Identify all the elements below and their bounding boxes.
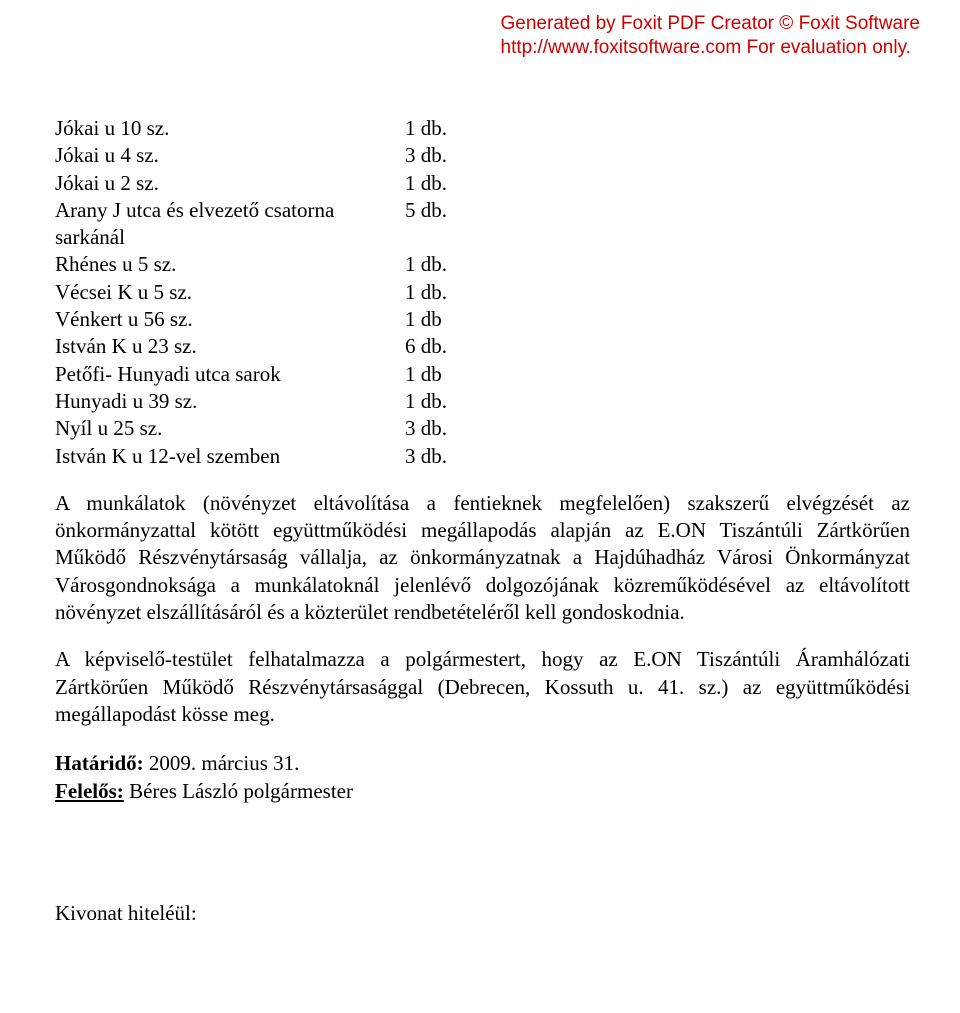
location-cell: Hunyadi u 39 sz. xyxy=(55,388,405,415)
qty-cell: 1 db xyxy=(405,361,505,388)
table-row: Petőfi- Hunyadi utca sarok 1 db xyxy=(55,361,910,388)
location-cell: Jókai u 2 sz. xyxy=(55,170,405,197)
qty-cell: 1 db. xyxy=(405,170,505,197)
qty-cell: 3 db. xyxy=(405,443,505,470)
qty-cell: 3 db. xyxy=(405,415,505,442)
deadline-value: 2009. március 31. xyxy=(144,751,300,775)
table-row: Hunyadi u 39 sz. 1 db. xyxy=(55,388,910,415)
location-cell: Petőfi- Hunyadi utca sarok xyxy=(55,361,405,388)
table-row: Vécsei K u 5 sz. 1 db. xyxy=(55,279,910,306)
location-table: Jókai u 10 sz. 1 db. Jókai u 4 sz. 3 db.… xyxy=(55,115,910,470)
qty-cell: 5 db. xyxy=(405,197,505,252)
table-row: Jókai u 2 sz. 1 db. xyxy=(55,170,910,197)
watermark-line-2: http://www.foxitsoftware.com For evaluat… xyxy=(501,36,920,60)
qty-cell: 1 db. xyxy=(405,115,505,142)
qty-cell: 1 db. xyxy=(405,279,505,306)
responsible-line: Felelős: Béres László polgármester xyxy=(55,778,910,805)
table-row: Jókai u 10 sz. 1 db. xyxy=(55,115,910,142)
qty-cell: 6 db. xyxy=(405,333,505,360)
table-row: István K u 12-vel szemben 3 db. xyxy=(55,443,910,470)
location-cell: Jókai u 4 sz. xyxy=(55,142,405,169)
location-cell: István K u 12-vel szemben xyxy=(55,443,405,470)
document-body: Jókai u 10 sz. 1 db. Jókai u 4 sz. 3 db.… xyxy=(55,115,910,927)
location-cell: István K u 23 sz. xyxy=(55,333,405,360)
responsible-label: Felelős: xyxy=(55,779,124,803)
qty-cell: 1 db xyxy=(405,306,505,333)
paragraph-2: A képviselő-testület felhatalmazza a pol… xyxy=(55,646,910,728)
table-row: Rhénes u 5 sz. 1 db. xyxy=(55,251,910,278)
responsible-value: Béres László polgármester xyxy=(124,779,353,803)
paragraph-1: A munkálatok (növényzet eltávolítása a f… xyxy=(55,490,910,626)
table-row: István K u 23 sz. 6 db. xyxy=(55,333,910,360)
table-row: Nyíl u 25 sz. 3 db. xyxy=(55,415,910,442)
deadline-line: Határidő: 2009. március 31. xyxy=(55,750,910,777)
closing-line: Kivonat hiteléül: xyxy=(55,900,910,927)
deadline-block: Határidő: 2009. március 31. Felelős: Bér… xyxy=(55,750,910,805)
deadline-label: Határidő: xyxy=(55,751,144,775)
qty-cell: 1 db. xyxy=(405,251,505,278)
location-cell: Vénkert u 56 sz. xyxy=(55,306,405,333)
table-row: Arany J utca és elvezető csatorna sarkán… xyxy=(55,197,910,252)
table-row: Jókai u 4 sz. 3 db. xyxy=(55,142,910,169)
location-cell: Arany J utca és elvezető csatorna sarkán… xyxy=(55,197,405,252)
watermark-line-1: Generated by Foxit PDF Creator © Foxit S… xyxy=(501,12,920,36)
location-cell: Rhénes u 5 sz. xyxy=(55,251,405,278)
qty-cell: 3 db. xyxy=(405,142,505,169)
pdf-watermark: Generated by Foxit PDF Creator © Foxit S… xyxy=(501,12,920,60)
table-row: Vénkert u 56 sz. 1 db xyxy=(55,306,910,333)
qty-cell: 1 db. xyxy=(405,388,505,415)
location-cell: Jókai u 10 sz. xyxy=(55,115,405,142)
location-cell: Nyíl u 25 sz. xyxy=(55,415,405,442)
location-cell: Vécsei K u 5 sz. xyxy=(55,279,405,306)
